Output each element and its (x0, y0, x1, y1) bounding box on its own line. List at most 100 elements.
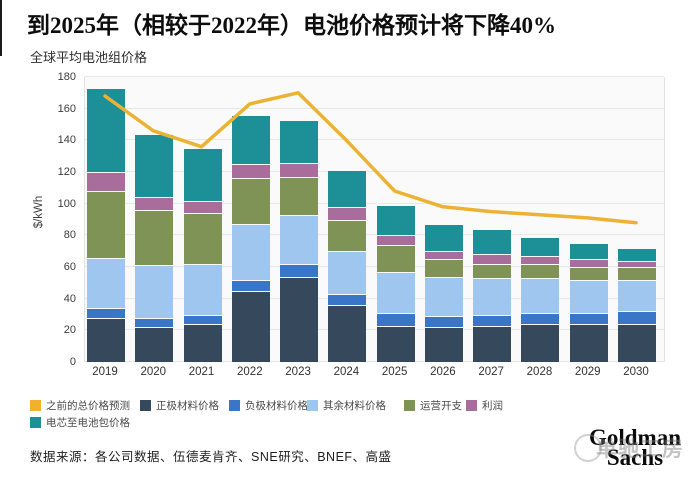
bar-segment (424, 252, 463, 260)
bar-segment (376, 272, 415, 313)
plot-area (84, 76, 665, 362)
x-tick-label: 2025 (381, 366, 408, 378)
x-tick-label: 2030 (623, 366, 649, 378)
bar-segment (183, 264, 222, 315)
bar-segment (328, 220, 367, 252)
x-tick-label: 2028 (526, 366, 553, 378)
x-tick-label: 2023 (285, 366, 311, 378)
legend-item: 之前的总价格预测 (30, 396, 130, 412)
x-tick-label: 2026 (430, 366, 456, 378)
y-tick-label: 100 (57, 197, 76, 210)
bar-segment (280, 163, 319, 177)
legend-item: 正极材料价格 (140, 396, 219, 412)
bar-segment (87, 318, 125, 362)
bar-segment (618, 261, 656, 267)
gridline (85, 297, 664, 299)
gridline (85, 202, 664, 204)
bar-segment (473, 255, 512, 264)
bar-segment (280, 264, 319, 277)
bar-segment (87, 89, 125, 172)
left-edge-artifact (0, 0, 2, 56)
y-tick-label: 180 (57, 71, 76, 83)
bar-segment (87, 192, 125, 258)
legend-label: 电芯至电池包价格 (46, 417, 130, 429)
gridline (85, 107, 664, 109)
watermark-stamp-icon (574, 434, 602, 462)
x-tick-label: 2019 (92, 366, 118, 378)
y-tick-label: 40 (63, 292, 76, 305)
legend-swatch (140, 400, 151, 411)
bar-segment (424, 317, 463, 328)
bar-segment (618, 312, 656, 324)
bar-segment (424, 260, 463, 277)
gridline (85, 76, 664, 77)
forecast-line-layer (103, 91, 638, 225)
bar-segment (183, 214, 222, 264)
bar-segment (376, 236, 415, 245)
bar-segment (87, 258, 125, 309)
x-tick-label: 2021 (188, 366, 215, 378)
bar-segment (473, 326, 512, 362)
legend-item: 利润 (466, 396, 503, 412)
bar-segment (521, 237, 560, 256)
bar-segment (135, 318, 174, 328)
legend-swatch (30, 417, 41, 428)
bar-segment (569, 268, 608, 280)
bar-segment (618, 249, 656, 261)
bar-segment (569, 244, 608, 260)
bar-segment (231, 165, 270, 179)
bar-segment (87, 309, 125, 318)
bar-segment (183, 315, 222, 324)
chart-title: 到2025年（相较于2022年）电池价格预计将下降40% (27, 13, 556, 38)
bar-segment (376, 206, 415, 236)
bar-segment (183, 149, 222, 201)
bar-segment (135, 135, 174, 198)
bar-segment (231, 291, 270, 362)
chart-subtitle: 全球平均电池组价格 (30, 50, 148, 65)
bar-segment (231, 179, 270, 225)
bar-segment (87, 173, 125, 191)
bar-segment (280, 177, 319, 215)
legend-swatch (307, 400, 318, 411)
bar-segment (183, 325, 222, 362)
y-tick-label: 160 (57, 102, 76, 115)
bar-segment (376, 326, 415, 362)
bar-segment (569, 280, 608, 313)
bar-segment (280, 215, 319, 264)
legend-swatch (404, 400, 415, 411)
x-tick-label: 2029 (574, 366, 601, 378)
goldman-sachs-logo-line1: Goldman (588, 425, 682, 450)
bar-segment (135, 266, 174, 318)
legend-label: 运营开支 (420, 400, 462, 412)
bar-segment (521, 279, 560, 313)
gridline (85, 329, 664, 331)
y-tick-label: 60 (63, 261, 76, 273)
bar-segment (424, 328, 463, 362)
bar-segment (521, 264, 560, 279)
bar-segment (328, 171, 367, 207)
bar-segment (135, 198, 174, 210)
legend-swatch (466, 400, 477, 411)
bar-segment (521, 313, 560, 324)
legend-item: 负极材料价格 (229, 396, 308, 412)
goldman-sachs-logo-line2: Sachs (606, 445, 664, 470)
y-tick-label: 140 (57, 134, 76, 147)
watermark-text: 单驰工房 (596, 438, 684, 461)
legend-label: 正极材料价格 (156, 400, 219, 412)
bar-segment (280, 277, 319, 362)
bar-segment (569, 260, 608, 267)
goldman-sachs-logo: Goldman Sachs (580, 425, 690, 470)
legend-swatch (30, 400, 41, 411)
bar-segment (280, 120, 319, 163)
legend-label: 负极材料价格 (245, 400, 308, 412)
bar-segment (473, 230, 512, 255)
bar-segment (424, 277, 463, 317)
bar-segment (231, 225, 270, 280)
bar-segment (473, 315, 512, 326)
bar-segment (618, 280, 656, 312)
y-tick-label: 120 (57, 166, 76, 178)
bar-segment (183, 201, 222, 214)
bar-segment (328, 294, 367, 305)
y-tick-label: 80 (63, 229, 76, 242)
